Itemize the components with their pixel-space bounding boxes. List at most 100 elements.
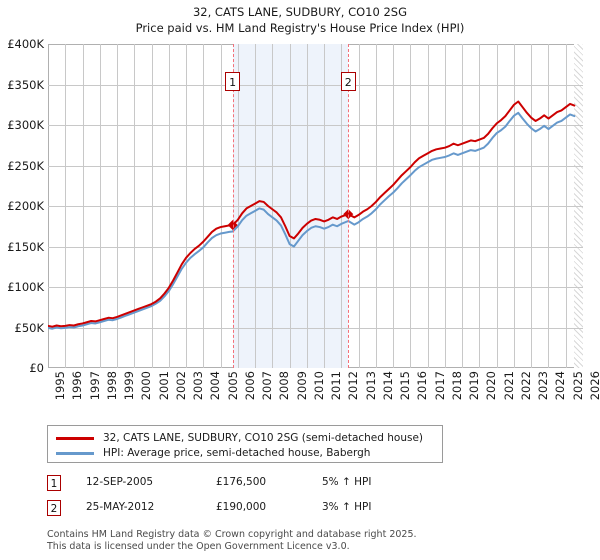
gridline-vertical — [272, 44, 274, 368]
transaction-hpi-delta: 5% ↑ HPI — [322, 476, 372, 488]
x-tick-label: 2023 — [536, 371, 551, 401]
gridline-horizontal — [48, 287, 583, 288]
x-tick-label: 2016 — [415, 371, 430, 401]
x-tick-label: 2008 — [277, 371, 292, 401]
gridline-vertical — [393, 44, 395, 368]
gridline-vertical — [410, 44, 412, 368]
transaction-vline — [348, 44, 350, 368]
gridline-horizontal — [48, 246, 583, 248]
x-tick-label: 2000 — [139, 371, 154, 401]
x-tick-label: 2010 — [311, 371, 326, 401]
transaction-index-badge[interactable]: 1 — [225, 72, 241, 91]
table-row[interactable]: 1 12-SEP-2005 £176,500 5% ↑ HPI — [44, 474, 464, 499]
transaction-price: £176,500 — [216, 476, 267, 488]
gridline-vertical — [548, 44, 550, 368]
gridline-vertical — [306, 44, 308, 368]
y-tick-label: £300K — [7, 118, 44, 132]
gridline-vertical — [513, 44, 515, 368]
gridline-vertical — [375, 44, 377, 368]
transaction-date: 25-MAY-2012 — [86, 501, 155, 513]
x-tick-label: 2013 — [363, 371, 378, 401]
transaction-index-badge[interactable]: 1 — [47, 475, 61, 491]
legend-item[interactable]: 32, CATS LANE, SUDBURY, CO10 2SG (semi-d… — [54, 431, 436, 445]
transaction-vline — [232, 44, 234, 368]
x-tick-label: 1995 — [53, 371, 67, 401]
gridline-vertical — [203, 44, 205, 368]
gridline-vertical — [462, 44, 464, 368]
x-tick-label: 2022 — [518, 371, 533, 401]
attribution-footer: Contains HM Land Registry data © Crown c… — [47, 529, 587, 552]
transaction-price: £190,000 — [216, 501, 267, 513]
gridline-horizontal — [48, 125, 583, 126]
x-tick-label: 2011 — [329, 371, 344, 401]
footer-line-2: This data is licensed under the Open Gov… — [47, 540, 350, 552]
y-tick-label: £0 — [29, 361, 44, 375]
gridline-vertical — [289, 44, 291, 368]
gridline-vertical — [237, 44, 239, 368]
gridline-horizontal — [48, 84, 583, 86]
gridline-vertical — [341, 44, 343, 368]
series-line — [48, 100, 576, 328]
x-tick-label: 2024 — [553, 371, 568, 401]
page-title: 32, CATS LANE, SUDBURY, CO10 2SG — [192, 5, 407, 19]
transaction-hpi-delta: 3% ↑ HPI — [322, 501, 372, 513]
x-tick-label: 2007 — [260, 371, 275, 401]
gridline-vertical — [496, 44, 498, 368]
y-axis-labels: £0 £50K £100K £150K £200K £250K £300K £350K £400… — [0, 37, 45, 375]
gridline-vertical — [565, 44, 567, 368]
x-tick-label: 1997 — [87, 371, 102, 401]
x-tick-label: 1996 — [70, 371, 85, 401]
x-tick-label: 2025 — [570, 371, 585, 401]
series-line — [48, 111, 576, 330]
y-tick-label: £250K — [7, 158, 44, 173]
transaction-index-badge[interactable]: 2 — [340, 72, 356, 91]
gridline-vertical — [168, 44, 170, 368]
x-tick-label: 2019 — [467, 371, 482, 401]
table-row[interactable]: 2 25-MAY-2012 £190,000 3% ↑ HPI — [44, 499, 464, 524]
x-tick-label: 2021 — [501, 371, 516, 401]
legend-item-label: 32, CATS LANE, SUDBURY, CO10 2SG (semi-d… — [103, 432, 424, 444]
y-tick-label: £100K — [7, 280, 44, 294]
y-tick-label: £50K — [14, 320, 45, 335]
gridline-vertical — [427, 44, 429, 368]
x-tick-label: 2012 — [346, 371, 361, 401]
gridline-vertical — [186, 44, 188, 368]
x-tick-label: 2006 — [242, 371, 257, 401]
gridline-vertical — [220, 44, 222, 368]
transactions-table: 1 12-SEP-2005 £176,500 5% ↑ HPI 2 25-MAY-2012… — [44, 474, 464, 524]
x-tick-label: 2020 — [484, 371, 499, 401]
page-subtitle: Price paid vs. HM Land Registry's House … — [135, 21, 465, 35]
gridline-vertical — [358, 44, 360, 368]
gridline-horizontal — [48, 206, 583, 207]
gridline-vertical — [324, 44, 326, 368]
footer-line-1: Contains HM Land Registry data © Crown c… — [47, 529, 417, 540]
gridline-vertical — [531, 44, 533, 368]
y-tick-label: £200K — [7, 199, 44, 213]
chart-series-svg — [48, 100, 576, 330]
transaction-date: 12-SEP-2005 — [86, 476, 154, 488]
transaction-index-badge[interactable]: 2 — [47, 500, 61, 516]
gridline-vertical — [134, 44, 136, 368]
x-tick-label: 1998 — [104, 371, 119, 401]
x-tick-label: 2002 — [173, 371, 188, 401]
gridline-vertical — [99, 44, 101, 368]
legend-item-label: HPI: Average price, semi-detached house,… — [103, 447, 371, 459]
x-tick-label: 2004 — [208, 371, 223, 401]
gridline-vertical — [117, 44, 119, 368]
gridline-vertical — [479, 44, 481, 368]
y-tick-label: £350K — [7, 77, 44, 92]
x-tick-label: 2014 — [380, 371, 395, 401]
x-tick-label: 2026 — [588, 371, 600, 401]
chart-legend: 32, CATS LANE, SUDBURY, CO10 2SG (semi-d… — [47, 425, 443, 463]
gridline-vertical — [151, 44, 153, 368]
y-tick-label: £150K — [7, 239, 44, 254]
legend-item[interactable]: HPI: Average price, semi-detached house,… — [54, 446, 436, 460]
gridline-horizontal — [48, 327, 583, 329]
gridline-vertical — [82, 44, 84, 368]
x-tick-label: 2001 — [156, 371, 171, 401]
x-tick-label: 2005 — [225, 371, 240, 401]
y-tick-label: £400K — [7, 37, 44, 51]
x-tick-label: 2017 — [432, 371, 447, 401]
gridline-vertical — [255, 44, 257, 368]
